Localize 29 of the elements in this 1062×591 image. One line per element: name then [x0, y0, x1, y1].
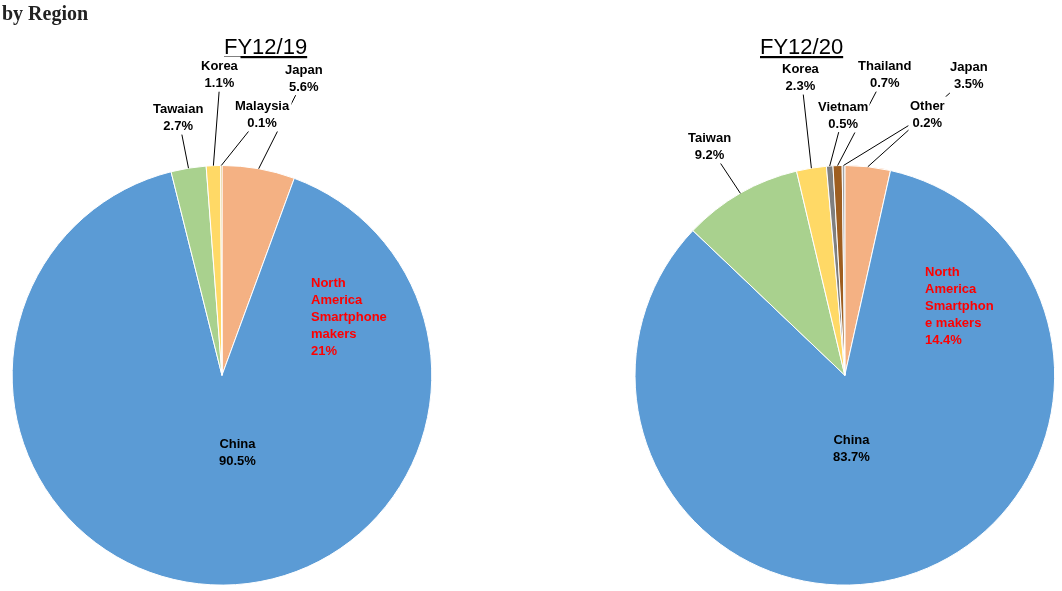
data-label: 0.1%	[247, 114, 278, 130]
data-label: 5.6%	[288, 78, 320, 94]
chart-title: FY12/19	[224, 34, 308, 59]
text: by Region	[2, 2, 89, 25]
data-label: 1.1%	[204, 74, 235, 90]
slice-label: China	[219, 436, 257, 451]
chart-title: FY12/20	[760, 34, 844, 59]
data-label: 0.5%	[828, 115, 859, 131]
slice-label: Taiwan	[688, 130, 732, 145]
slice-label: Tawaian	[153, 101, 204, 116]
data-label: 3.5%	[953, 75, 985, 91]
data-label: 0.7%	[869, 74, 900, 90]
slice-label: Malaysia	[235, 98, 290, 113]
slice-label: Japan	[950, 59, 988, 74]
slice-label: Korea	[782, 61, 820, 76]
slice-label: Other	[910, 98, 945, 113]
slice-label: Vietnam	[818, 99, 869, 114]
text: North America Smartphon e makers 14.4%	[925, 264, 994, 347]
data-label: 0.2%	[912, 114, 943, 130]
data-label: 2.7%	[163, 117, 194, 133]
data-label: 2.3%	[785, 77, 816, 93]
slice-label: Japan	[285, 62, 323, 77]
text: North America Smartphone makers 21%	[311, 275, 387, 358]
slice-label: Thailand	[858, 58, 912, 73]
data-label: 9.2%	[694, 146, 725, 162]
slice-label: Korea	[201, 58, 239, 73]
slice-label: China	[833, 432, 871, 447]
data-label: 83.7%	[833, 448, 871, 464]
data-label: 90.5%	[219, 452, 257, 468]
